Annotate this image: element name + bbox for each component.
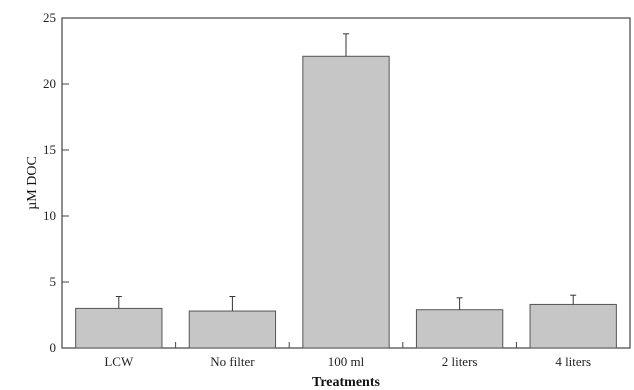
bar <box>415 309 504 349</box>
bar <box>529 303 617 349</box>
x-tick-labels: LCW No filter 100 ml 2 liters 4 liters <box>104 354 591 369</box>
bar <box>188 310 277 349</box>
y-tick-label: 5 <box>50 274 57 289</box>
x-tick-label: 2 liters <box>442 354 478 369</box>
y-tick-label: 20 <box>43 76 56 91</box>
y-axis-title: µM DOC <box>25 156 40 210</box>
bar <box>75 307 163 349</box>
x-tick-label: No filter <box>210 354 255 369</box>
y-tick-label: 0 <box>50 340 57 355</box>
y-tick-label: 25 <box>43 10 56 25</box>
bar <box>302 55 390 349</box>
bar-series <box>75 55 617 349</box>
x-tick-label: 100 ml <box>328 354 365 369</box>
y-axis <box>62 17 69 349</box>
y-tick-label: 10 <box>43 208 56 223</box>
error-bars <box>115 33 577 312</box>
x-tick-label: 4 liters <box>555 354 591 369</box>
y-tick-labels: 0 5 10 15 20 25 <box>43 10 56 355</box>
x-tick-label: LCW <box>104 354 134 369</box>
x-axis-title: Treatments <box>312 375 380 390</box>
y-tick-label: 15 <box>43 142 56 157</box>
x-axis <box>175 342 517 348</box>
